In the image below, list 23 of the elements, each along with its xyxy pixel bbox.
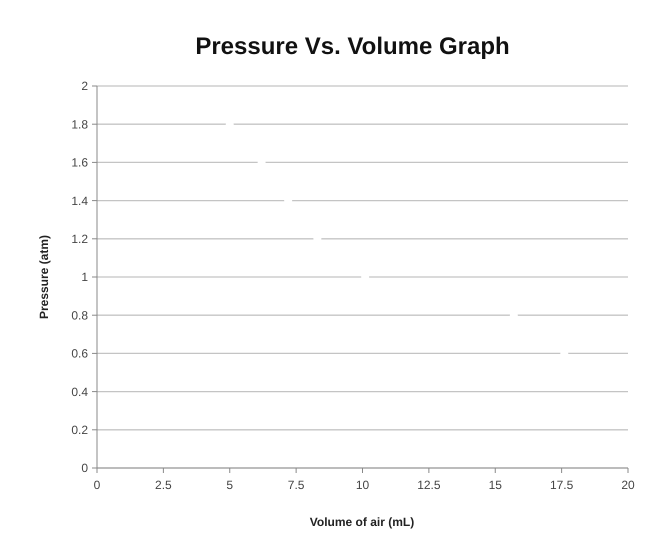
- y-tick-label: 2: [81, 79, 88, 94]
- y-tick-label: 0.6: [71, 346, 88, 361]
- y-tick-label: 1.2: [71, 232, 88, 246]
- x-tick-label: 0: [94, 478, 101, 492]
- y-tick-label: 0.4: [71, 384, 88, 399]
- x-axis-title: Volume of air (mL): [310, 515, 414, 529]
- y-tick-label: 1.4: [71, 194, 88, 208]
- y-axis-title: Pressure (atm): [37, 234, 51, 320]
- x-tick-label: 15: [488, 478, 502, 492]
- y-tick-label: 0: [81, 461, 88, 476]
- y-tick-label: 1: [81, 270, 88, 284]
- x-tick-label: 7.5: [288, 478, 305, 492]
- chart-title: Pressure Vs. Volume Graph: [195, 33, 510, 60]
- y-tick-label: 1.6: [71, 156, 88, 170]
- x-tick-label: 17.5: [550, 478, 574, 492]
- x-tick-label: 12.5: [417, 478, 441, 492]
- x-tick-label: 10: [356, 478, 370, 492]
- y-tick-label: 0.8: [71, 308, 88, 322]
- y-tick-label: 1.8: [71, 117, 88, 132]
- y-tick-label: 0.2: [71, 423, 88, 437]
- x-tick-label: 5: [226, 478, 234, 492]
- x-tick-label: 2.5: [155, 478, 172, 492]
- x-tick-label: 20: [621, 478, 635, 492]
